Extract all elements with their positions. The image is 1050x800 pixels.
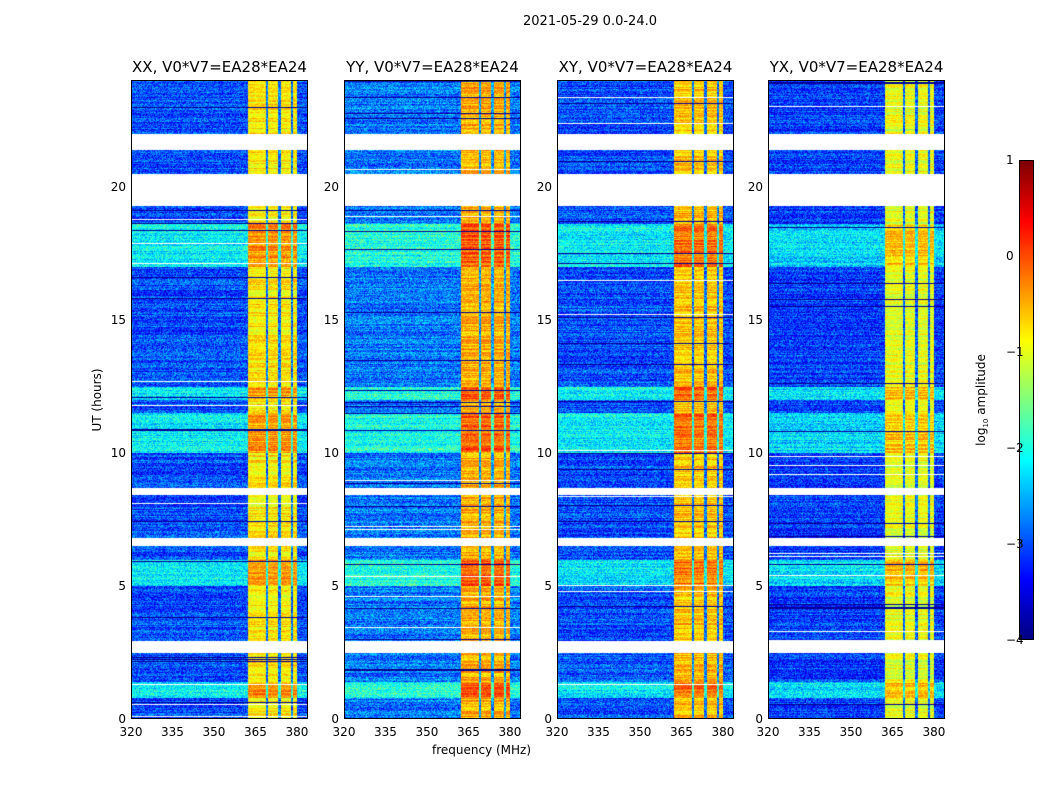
y-tick-label: 20 xyxy=(110,179,126,194)
x-tick-label: 335 xyxy=(161,725,184,739)
x-tick-label: 365 xyxy=(244,725,267,739)
panel-2: XY, V0*V7=EA28*EA24 320 335 350 365 380 0 5 10 15… xyxy=(537,58,735,739)
colorbar-tick-label: 1 xyxy=(1006,153,1014,167)
colorbar-label: log10 amplitude xyxy=(973,354,991,446)
colorbar-tick-label: −4 xyxy=(1006,633,1024,647)
y-tick-label: 20 xyxy=(536,179,552,194)
colorbar xyxy=(1019,160,1034,640)
figure-title: 2021-05-29 0.0-24.0 xyxy=(523,14,657,29)
x-axis-label: frequency (MHz) xyxy=(432,743,532,757)
panel-3: YX, V0*V7=EA28*EA24 320 335 350 365 380 0 5 10 15… xyxy=(748,58,946,739)
panel-title: YX, V0*V7=EA28*EA24 xyxy=(769,58,944,76)
colorbar-tick-label: −1 xyxy=(1006,345,1024,359)
y-tick-label: 20 xyxy=(323,179,339,194)
y-tick-label: 15 xyxy=(110,312,126,327)
x-tick-label: 350 xyxy=(839,725,863,739)
y-tick-label: 10 xyxy=(110,445,126,460)
panel-1: YY, V0*V7=EA28*EA24 320 335 350 365 380 0 5 10 15… xyxy=(324,58,522,739)
panel-0: XX, V0*V7=EA28*EA24 320 335 350 365 380 0 5 10 15… xyxy=(111,58,309,739)
heatmap xyxy=(768,80,945,719)
colorbar-tick-label: 0 xyxy=(1006,249,1014,263)
x-tick-label: 350 xyxy=(202,725,226,739)
y-tick-label: 5 xyxy=(118,578,126,593)
x-tick-label: 380 xyxy=(498,725,522,739)
heatmap xyxy=(344,80,521,719)
x-tick-label: 335 xyxy=(798,725,821,739)
y-tick-label: 5 xyxy=(544,578,552,593)
x-tick-label: 365 xyxy=(670,725,693,739)
y-tick-label: 10 xyxy=(323,445,339,460)
x-tick-label: 320 xyxy=(545,725,569,739)
heatmap xyxy=(131,80,308,719)
x-tick-label: 380 xyxy=(285,725,309,739)
x-tick-label: 320 xyxy=(332,725,356,739)
y-tick-label: 15 xyxy=(536,312,552,327)
y-tick-label: 10 xyxy=(747,445,763,460)
x-tick-label: 380 xyxy=(922,725,946,739)
x-tick-label: 350 xyxy=(628,725,652,739)
heatmap xyxy=(557,80,734,719)
colorbar-tick-label: −2 xyxy=(1006,441,1024,455)
panel-title: XY, V0*V7=EA28*EA24 xyxy=(558,58,733,76)
y-tick-label: 15 xyxy=(323,312,339,327)
x-tick-label: 335 xyxy=(587,725,610,739)
x-tick-label: 320 xyxy=(756,725,780,739)
x-tick-label: 350 xyxy=(415,725,439,739)
y-tick-label: 15 xyxy=(747,312,763,327)
y-tick-label: 0 xyxy=(755,712,763,726)
y-axis-label: UT (hours) xyxy=(90,368,104,432)
panel-title: XX, V0*V7=EA28*EA24 xyxy=(132,58,307,76)
y-tick-label: 5 xyxy=(755,578,763,593)
x-tick-label: 365 xyxy=(457,725,480,739)
x-tick-label: 320 xyxy=(119,725,143,739)
y-tick-label: 10 xyxy=(536,445,552,460)
x-tick-label: 365 xyxy=(881,725,904,739)
y-tick-label: 20 xyxy=(747,179,763,194)
y-tick-label: 0 xyxy=(544,712,552,726)
x-tick-label: 380 xyxy=(711,725,735,739)
colorbar-tick-label: −3 xyxy=(1006,537,1024,551)
y-tick-label: 5 xyxy=(331,578,339,593)
y-tick-label: 0 xyxy=(331,712,339,726)
y-tick-label: 0 xyxy=(118,712,126,726)
panel-title: YY, V0*V7=EA28*EA24 xyxy=(346,58,519,76)
x-tick-label: 335 xyxy=(374,725,397,739)
